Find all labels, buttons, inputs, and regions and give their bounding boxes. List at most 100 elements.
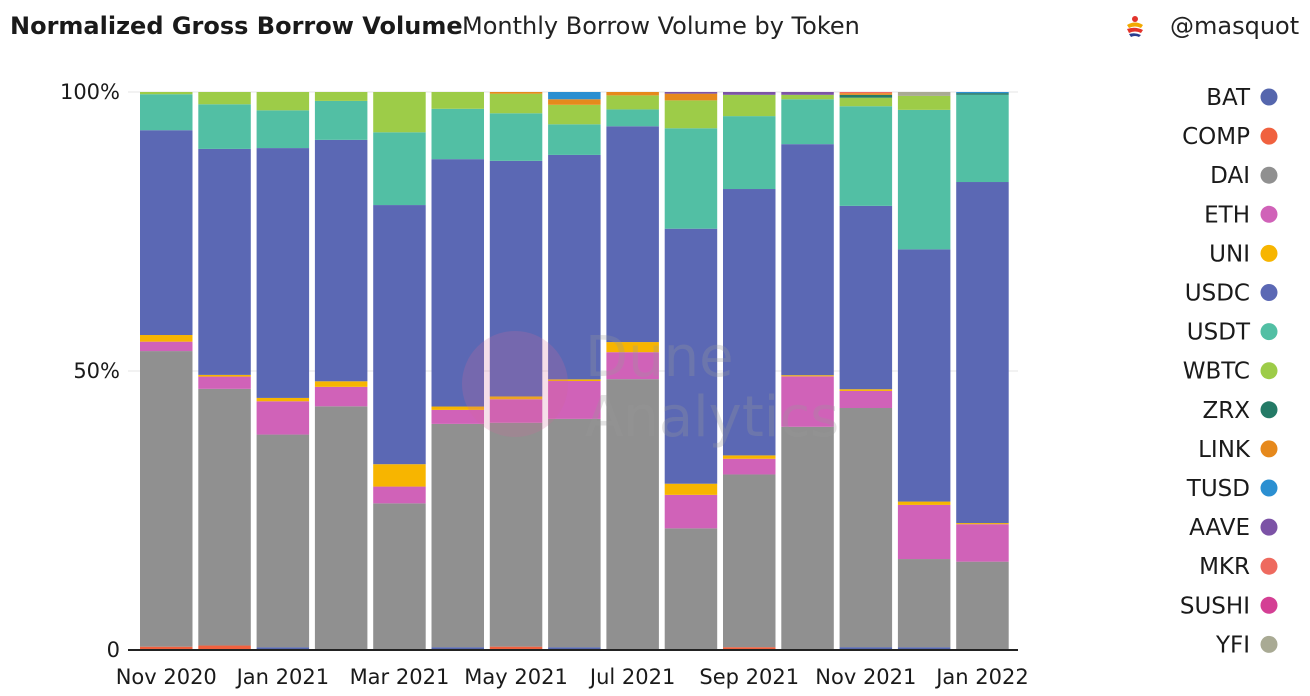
bar-segment-uni[interactable] [723, 455, 776, 459]
bar-segment-dai[interactable] [781, 426, 834, 650]
bar-segment-eth[interactable] [431, 409, 485, 424]
bar-segment-usdt[interactable] [839, 106, 893, 206]
legend-item-sushi[interactable]: SUSHI [1180, 593, 1278, 619]
bar-segment-uni[interactable] [548, 379, 601, 382]
bar-segment-aave[interactable] [664, 92, 718, 94]
bar-apr-2021[interactable] [431, 92, 485, 650]
bar-segment-uni[interactable] [373, 464, 426, 487]
bar-jan-2022[interactable] [956, 92, 1009, 650]
bar-segment-usdc[interactable] [897, 249, 951, 502]
bar-jun-2021[interactable] [548, 92, 601, 650]
bar-segment-usdt[interactable] [548, 124, 601, 155]
bar-feb-2021[interactable] [314, 92, 368, 650]
legend-item-eth[interactable]: ETH [1204, 202, 1278, 228]
bar-sep-2021[interactable] [723, 92, 776, 650]
bar-aug-2021[interactable] [664, 92, 718, 650]
bar-segment-usdt[interactable] [256, 110, 310, 149]
bar-segment-wbtc[interactable] [373, 92, 426, 133]
bar-segment-usdc[interactable] [839, 205, 893, 390]
bar-segment-usdc[interactable] [606, 126, 659, 343]
bar-segment-eth[interactable] [256, 401, 310, 435]
bar-segment-wbtc[interactable] [548, 104, 601, 125]
bar-segment-eth[interactable] [956, 524, 1009, 562]
bar-segment-eth[interactable] [314, 386, 368, 407]
bar-segment-uni[interactable] [431, 406, 485, 410]
bar-segment-bat[interactable] [431, 647, 485, 650]
bar-segment-zrx[interactable] [839, 94, 893, 98]
bar-segment-wbtc[interactable] [664, 100, 718, 129]
bar-segment-usdc[interactable] [489, 160, 543, 397]
bar-segment-eth[interactable] [781, 376, 834, 427]
bar-segment-uni[interactable] [606, 342, 659, 353]
bar-segment-usdc[interactable] [140, 130, 193, 336]
bar-segment-aave[interactable] [781, 92, 834, 95]
bar-segment-usdc[interactable] [548, 154, 601, 380]
bar-segment-eth[interactable] [723, 458, 776, 475]
bar-segment-uni[interactable] [256, 397, 310, 402]
bar-segment-usdt[interactable] [489, 113, 543, 161]
bar-segment-wbtc[interactable] [897, 95, 951, 110]
bar-may-2021[interactable] [489, 92, 543, 650]
legend-item-yfi[interactable]: YFI [1215, 632, 1278, 658]
bar-segment-bat[interactable] [256, 647, 310, 650]
bar-segment-comp[interactable] [489, 646, 543, 650]
bar-segment-usdt[interactable] [781, 99, 834, 145]
legend-item-uni[interactable]: UNI [1209, 241, 1278, 267]
bar-segment-eth[interactable] [373, 486, 426, 504]
bar-segment-link[interactable] [664, 93, 718, 101]
legend-item-tusd[interactable]: TUSD [1186, 476, 1278, 502]
legend-item-zrx[interactable]: ZRX [1203, 398, 1278, 424]
bar-segment-usdt[interactable] [606, 109, 659, 127]
bar-segment-uni[interactable] [314, 381, 368, 387]
bar-oct-2021[interactable] [781, 92, 834, 650]
bar-segment-wbtc[interactable] [198, 92, 251, 105]
bar-segment-usdc[interactable] [256, 148, 310, 398]
bar-segment-dai[interactable] [140, 351, 193, 647]
bar-segment-wbtc[interactable] [781, 94, 834, 100]
bar-segment-uni[interactable] [664, 483, 718, 495]
bar-dec-2020[interactable] [198, 92, 251, 650]
bar-segment-wbtc[interactable] [606, 95, 659, 110]
bar-segment-comp[interactable] [140, 646, 193, 650]
bar-segment-dai[interactable] [723, 474, 776, 648]
author-link[interactable]: @masquot [1124, 12, 1299, 40]
bar-segment-uni[interactable] [781, 375, 834, 377]
bar-segment-eth[interactable] [606, 352, 659, 380]
bar-segment-tusd[interactable] [956, 92, 1009, 94]
bar-segment-usdt[interactable] [431, 108, 485, 160]
bar-segment-bat[interactable] [548, 647, 601, 650]
bar-segment-uni[interactable] [897, 501, 951, 505]
bar-segment-bat[interactable] [897, 647, 951, 650]
bar-segment-usdc[interactable] [956, 182, 1009, 524]
bar-segment-usdc[interactable] [198, 148, 251, 375]
bar-segment-usdc[interactable] [664, 228, 718, 484]
legend-item-wbtc[interactable]: WBTC [1183, 359, 1278, 385]
bar-jul-2021[interactable] [606, 92, 659, 650]
bar-segment-dai[interactable] [839, 408, 893, 648]
bar-segment-wbtc[interactable] [431, 92, 485, 109]
legend-item-bat[interactable]: BAT [1206, 85, 1278, 111]
bar-segment-dai[interactable] [956, 561, 1009, 650]
bar-segment-mkr[interactable] [839, 92, 893, 94]
bar-segment-eth[interactable] [548, 381, 601, 419]
legend-item-usdt[interactable]: USDT [1187, 320, 1278, 346]
bar-segment-wbtc[interactable] [839, 97, 893, 107]
bar-segment-link[interactable] [489, 92, 543, 94]
bar-segment-usdt[interactable] [956, 94, 1009, 183]
bar-segment-dai[interactable] [314, 406, 368, 650]
bar-segment-usdt[interactable] [664, 128, 718, 229]
bar-segment-link[interactable] [839, 93, 893, 95]
bar-segment-eth[interactable] [897, 504, 951, 560]
bar-segment-eth[interactable] [489, 399, 543, 423]
bar-segment-usdt[interactable] [198, 104, 251, 149]
bar-segment-bat[interactable] [839, 647, 893, 650]
bar-segment-wbtc[interactable] [489, 93, 543, 114]
bar-dec-2021[interactable] [897, 92, 951, 650]
bar-segment-usdc[interactable] [431, 159, 485, 407]
bar-segment-dai[interactable] [256, 434, 310, 648]
bar-segment-dai[interactable] [198, 388, 251, 646]
bar-segment-wbtc[interactable] [256, 92, 310, 111]
bar-segment-wbtc[interactable] [314, 92, 368, 101]
bar-segment-usdc[interactable] [781, 144, 834, 376]
bar-segment-dai[interactable] [489, 422, 543, 647]
